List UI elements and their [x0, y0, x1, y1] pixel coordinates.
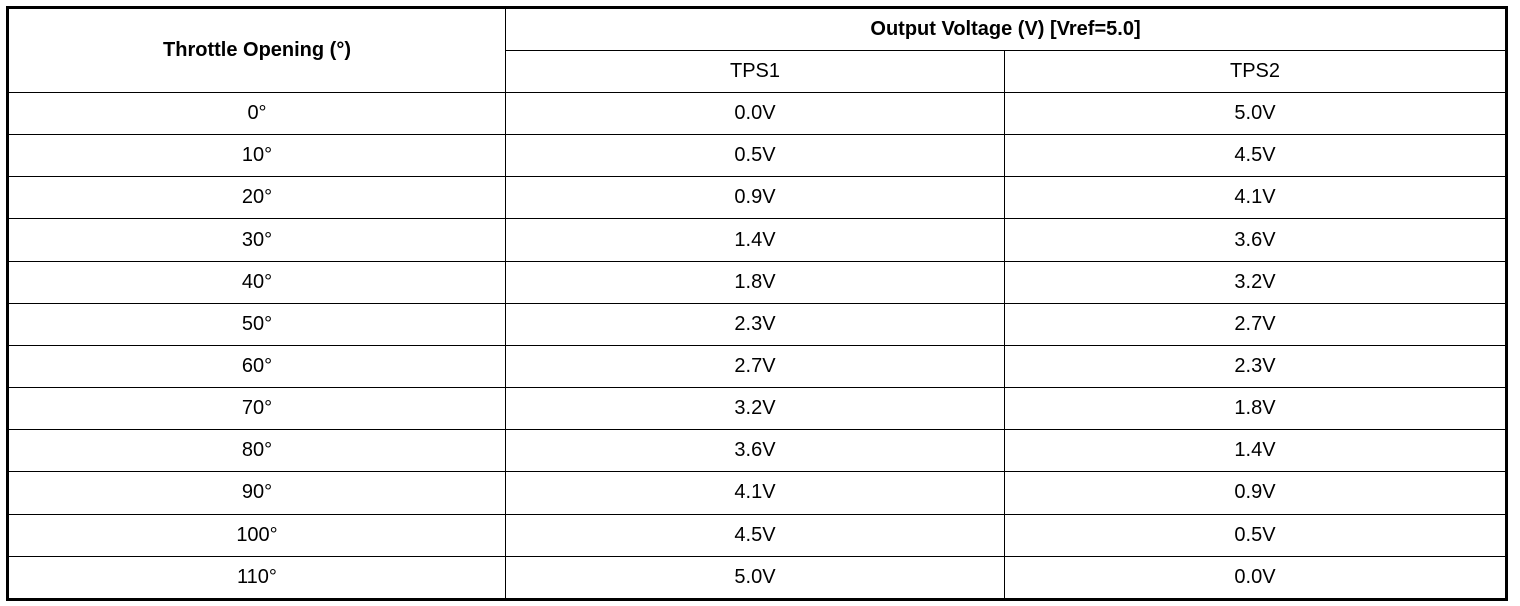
data-cell: 30°	[7, 218, 506, 262]
data-cell: 0.9V	[1004, 471, 1507, 515]
data-cell: 100°	[7, 513, 506, 557]
data-cell: 1.4V	[505, 218, 1005, 262]
header-cell: Output Voltage (V) [Vref=5.0]	[505, 7, 1507, 51]
data-cell: 1.8V	[505, 260, 1005, 304]
data-cell: 80°	[7, 429, 506, 473]
data-row: 90° 4.1V 0.9V	[7, 471, 1507, 515]
header-row: TPS1 TPS2	[8, 50, 1507, 93]
data-row: 50° 2.3V 2.7V	[7, 302, 1507, 346]
data-row: 40° 1.8V 3.2V	[7, 260, 1507, 304]
data-cell: 4.5V	[1004, 134, 1507, 178]
data-cell: 0.0V	[505, 91, 1005, 136]
data-cell: 3.2V	[1004, 260, 1507, 304]
data-row: 30° 1.4V 3.6V	[7, 218, 1507, 262]
table-header: Throttle Opening (°) Output Voltage (V) …	[7, 7, 1507, 93]
table-body: 0° 0.0V 5.0V 10° 0.5V 4.5V 20° 0.9V 4.1V 30° 1.4V 3…	[7, 91, 1507, 601]
data-row: 80° 3.6V 1.4V	[7, 429, 1507, 473]
data-cell: 40°	[7, 260, 506, 304]
data-cell: 3.6V	[505, 429, 1005, 473]
voltage-table: Throttle Opening (°) Output Voltage (V) …	[6, 6, 1508, 601]
data-cell: 50°	[7, 302, 506, 346]
data-row: 100° 4.5V 0.5V	[7, 513, 1507, 557]
data-cell: 20°	[7, 176, 506, 220]
data-cell: 60°	[7, 344, 506, 389]
data-cell: 0.0V	[1004, 555, 1507, 601]
data-cell: 1.4V	[1004, 429, 1507, 473]
data-cell: 2.7V	[1004, 302, 1507, 346]
data-cell: 4.1V	[1004, 176, 1507, 220]
data-cell: 70°	[7, 387, 506, 431]
data-cell: 3.6V	[1004, 218, 1507, 262]
data-cell: 4.5V	[505, 513, 1005, 557]
data-cell: 0.5V	[505, 134, 1005, 178]
data-row: 0° 0.0V 5.0V	[7, 91, 1507, 136]
data-cell: 4.1V	[505, 471, 1005, 515]
data-cell: 0.9V	[505, 176, 1005, 220]
data-cell: 1.8V	[1004, 387, 1507, 431]
data-cell: 0°	[7, 91, 506, 136]
header-cell: Throttle Opening (°)	[7, 7, 506, 93]
data-cell: 5.0V	[505, 555, 1005, 601]
data-row: 70° 3.2V 1.8V	[7, 387, 1507, 431]
data-cell: 90°	[7, 471, 506, 515]
header-cell: TPS2	[1004, 50, 1507, 93]
data-cell: 110°	[7, 555, 506, 601]
data-cell: 2.3V	[505, 302, 1005, 346]
header-row: Throttle Opening (°) Output Voltage (V) …	[7, 7, 1507, 93]
data-cell: 3.2V	[505, 387, 1005, 431]
data-row: 20° 0.9V 4.1V	[7, 176, 1507, 220]
data-row: 110° 5.0V 0.0V	[7, 555, 1507, 601]
data-cell: 2.7V	[505, 344, 1005, 389]
data-cell: 10°	[7, 134, 506, 178]
data-cell: 0.5V	[1004, 513, 1507, 557]
data-row: 60° 2.7V 2.3V	[7, 344, 1507, 389]
header-cell: TPS1	[505, 50, 1005, 93]
data-cell: 5.0V	[1004, 91, 1507, 136]
data-cell: 2.3V	[1004, 344, 1507, 389]
data-row: 10° 0.5V 4.5V	[7, 134, 1507, 178]
